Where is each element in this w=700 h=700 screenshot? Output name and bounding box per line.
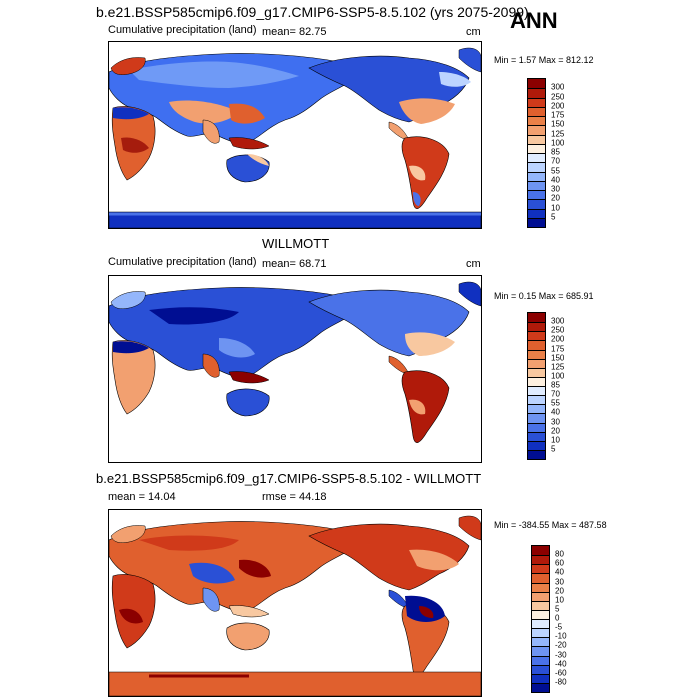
tick-label: 20 [551, 426, 560, 436]
tick-label: 60 [555, 558, 564, 568]
tick-label: 30 [551, 184, 560, 194]
tick-label: 150 [551, 353, 565, 363]
tick-label: 125 [551, 129, 565, 138]
run-title: b.e21.BSSP585cmip6.f09_g17.CMIP6-SSP5-8.… [96, 4, 529, 20]
tick-label: -80 [555, 677, 567, 687]
tick-label: 5 [551, 444, 556, 454]
panel1-colorbar [527, 78, 546, 228]
panel2-colorbar-ticks: 300 250 200 175 150 125 100 85 70 55 40 … [551, 312, 581, 458]
tick-label: -40 [555, 659, 567, 669]
tick-label: 10 [551, 435, 560, 445]
tick-label: 20 [551, 193, 560, 203]
tick-label: -10 [555, 631, 567, 641]
land-india [202, 119, 220, 144]
panel2-units: cm [466, 258, 481, 270]
tick-label: 300 [551, 82, 565, 92]
land-europe [110, 57, 146, 75]
panel2-mean: mean= 68.71 [262, 258, 327, 270]
panel2-title: WILLMOTT [262, 236, 330, 251]
panel3-minmax: Min = -384.55 Max = 487.58 [494, 520, 607, 530]
tick-label: 175 [551, 110, 565, 120]
tick-label: 20 [555, 586, 564, 596]
tick-label: -20 [555, 640, 567, 650]
tick-label: 200 [551, 334, 565, 344]
land-greenland [458, 47, 481, 73]
tick-label: 100 [551, 138, 565, 148]
panel1-colorbar-ticks: 300 250 200 175 150 125 100 85 70 55 40 … [551, 78, 581, 226]
panel3-colorbar [531, 545, 550, 693]
panel2-minmax: Min = 0.15 Max = 685.91 [494, 291, 594, 301]
tick-label: 40 [555, 567, 564, 577]
panel2-colorbar [527, 312, 546, 460]
tick-label: -60 [555, 668, 567, 678]
panel1-minmax: Min = 1.57 Max = 812.12 [494, 55, 594, 65]
panel1-mean: mean= 82.75 [262, 26, 327, 38]
panel1-map [108, 41, 482, 229]
tick-label: 55 [551, 398, 560, 408]
panel3-mean: mean = 14.04 [108, 491, 176, 503]
tick-label: 85 [551, 380, 560, 390]
tick-label: 70 [551, 389, 560, 399]
land-antarctica [109, 211, 481, 228]
tick-label: 300 [551, 316, 565, 326]
tick-label: 0 [555, 613, 560, 623]
tick-label: -5 [555, 622, 563, 632]
land-south-america [401, 136, 450, 209]
tick-label: 70 [551, 156, 560, 166]
tick-label: 175 [551, 344, 565, 353]
tick-label: 100 [551, 371, 565, 381]
tick-label: 85 [551, 147, 560, 157]
tick-label: 200 [551, 101, 565, 111]
panel3-rmse: rmse = 44.18 [262, 491, 327, 503]
tick-label: 80 [555, 549, 564, 559]
tick-label: 5 [555, 604, 560, 614]
panel1-variable-label: Cumulative precipitation (land) [108, 24, 257, 36]
tick-label: 150 [551, 119, 565, 129]
tick-label: 40 [551, 407, 560, 417]
panel2-variable-label: Cumulative precipitation (land) [108, 256, 257, 268]
tick-label: 10 [551, 203, 560, 212]
panel3-title: b.e21.BSSP585cmip6.f09_g17.CMIP6-SSP5-8.… [96, 471, 482, 486]
tick-label: 40 [551, 175, 560, 185]
panel2-map [108, 275, 482, 463]
panel3-colorbar-ticks: 80 60 40 30 20 10 5 0 -5 -10 -20 -30 -40… [555, 545, 585, 691]
tick-label: 30 [555, 577, 564, 586]
tick-label: 250 [551, 92, 565, 101]
season-label: ANN [510, 8, 558, 33]
land-indonesia [228, 137, 270, 150]
tick-label: 30 [551, 417, 560, 426]
tick-label: -30 [555, 650, 567, 659]
panel1-units: cm [466, 26, 481, 38]
tick-label: 10 [555, 595, 564, 605]
tick-label: 55 [551, 166, 560, 175]
tick-label: 5 [551, 212, 556, 222]
tick-label: 125 [551, 362, 565, 372]
tick-label: 250 [551, 325, 565, 335]
panel3-map [108, 509, 482, 697]
